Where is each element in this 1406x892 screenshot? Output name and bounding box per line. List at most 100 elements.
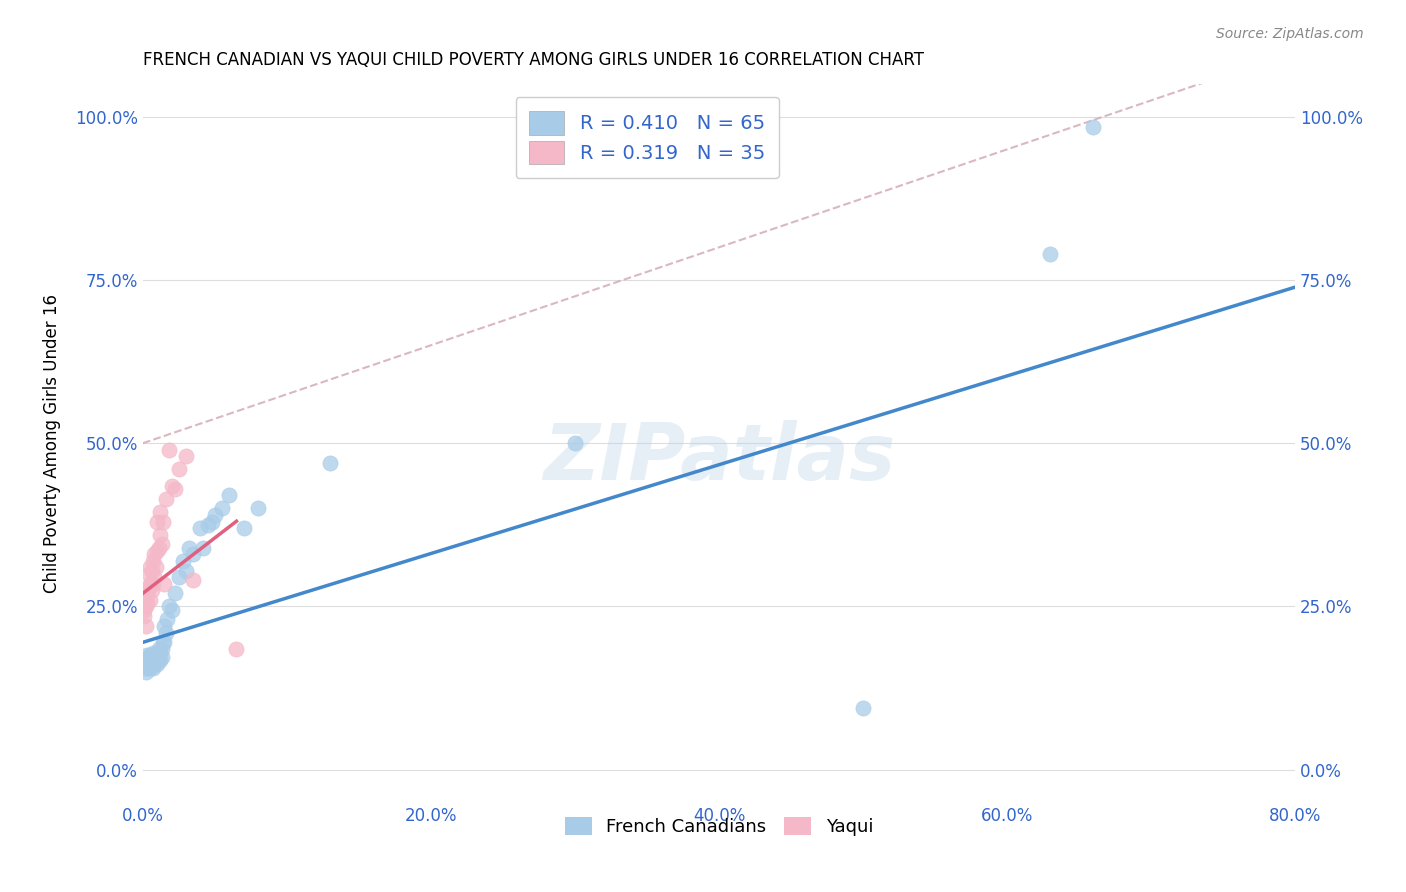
Point [225,641,247,656]
Point [143,570,166,584]
Point [150,641,173,656]
Point [172,554,194,568]
Point [177,541,200,555]
Point [143,648,166,663]
Point [139,661,162,675]
Point [139,560,162,574]
Point [1083,120,1105,134]
Point [174,449,197,463]
Point [146,515,169,529]
Point [138,580,160,594]
Point [136,661,159,675]
Point [142,653,165,667]
Point [160,478,183,492]
Text: FRENCH CANADIAN VS YAQUI CHILD POVERTY AMONG GIRLS UNDER 16 CORRELATION CHART: FRENCH CANADIAN VS YAQUI CHILD POVERTY A… [143,51,924,69]
Point [149,645,172,659]
Point [148,641,170,656]
Point [139,593,162,607]
Point [141,583,163,598]
Point [134,661,156,675]
Point [174,564,197,578]
Point [139,576,162,591]
Point [319,456,342,470]
Point [218,488,240,502]
Text: ZIPatlas: ZIPatlas [543,419,896,496]
Point [138,566,160,581]
Point [135,651,157,665]
Point [155,625,177,640]
Point [139,648,162,663]
Point [232,521,254,535]
Point [143,547,166,561]
Y-axis label: Child Poverty Among Girls Under 16: Child Poverty Among Girls Under 16 [44,293,60,592]
Point [145,655,167,669]
Point [134,609,156,624]
Point [163,586,186,600]
Point [149,653,172,667]
Point [134,602,156,616]
Point [141,564,163,578]
Point [167,462,190,476]
Point [142,647,165,661]
Point [167,570,190,584]
Point [135,619,157,633]
Point [136,651,159,665]
Point [204,508,226,522]
Point [564,436,586,450]
Point [142,661,165,675]
Point [135,655,157,669]
Point [134,655,156,669]
Point [139,653,162,667]
Point [136,586,159,600]
Point [142,576,165,591]
Point [157,442,180,457]
Point [139,657,162,671]
Point [193,541,215,555]
Point [201,515,224,529]
Point [146,651,169,665]
Point [145,648,167,663]
Point [156,612,179,626]
Point [141,655,163,669]
Point [149,527,172,541]
Point [138,658,160,673]
Point [135,593,157,607]
Point [211,501,233,516]
Point [146,647,169,661]
Point [181,547,204,561]
Text: Source: ZipAtlas.com: Source: ZipAtlas.com [1216,27,1364,41]
Point [181,574,204,588]
Point [152,635,174,649]
Point [141,659,163,673]
Point [143,653,166,667]
Point [142,657,165,671]
Point [142,554,165,568]
Point [136,648,159,663]
Point [135,599,157,614]
Point [146,544,169,558]
Point [138,650,160,665]
Point [136,596,159,610]
Legend: French Canadians, Yaqui: French Canadians, Yaqui [557,810,880,844]
Point [153,619,176,633]
Point [190,521,212,535]
Point [150,650,173,665]
Point [149,505,172,519]
Point [150,537,173,551]
Point [247,501,270,516]
Point [197,517,219,532]
Point [143,657,166,671]
Point [153,576,176,591]
Point [148,541,170,555]
Point [852,700,875,714]
Point [145,560,167,574]
Point [160,602,183,616]
Point [153,635,176,649]
Point [141,650,163,665]
Point [1039,247,1062,261]
Point [138,653,160,667]
Point [138,661,160,675]
Point [157,599,180,614]
Point [146,657,169,671]
Point [136,658,159,673]
